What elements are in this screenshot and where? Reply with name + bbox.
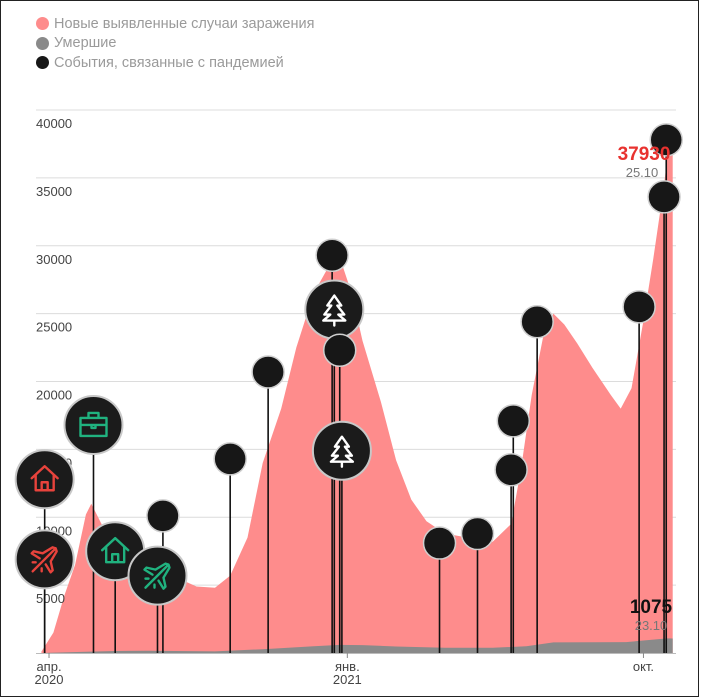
event-marker-2 bbox=[63, 394, 124, 455]
y-tick-label-25000: 25000 bbox=[36, 320, 72, 335]
x-axis: апр.2020 янв.2021 окт. bbox=[35, 653, 676, 687]
x-tick-sublabel-1: 2021 bbox=[333, 672, 362, 687]
event-marker-7 bbox=[251, 355, 285, 389]
deaths-area bbox=[41, 638, 673, 653]
event-marker-4 bbox=[127, 545, 188, 606]
series-areas bbox=[41, 138, 673, 654]
cases-swatch-icon bbox=[36, 17, 49, 31]
event-dot bbox=[622, 290, 656, 324]
event-dot bbox=[460, 516, 495, 551]
event-dot bbox=[647, 180, 681, 214]
event-marker-12 bbox=[422, 526, 457, 560]
peak-cases-value: 37930 bbox=[618, 144, 671, 165]
y-tick-label-40000: 40000 bbox=[36, 116, 72, 131]
cases-area bbox=[41, 138, 673, 654]
event-marker-17 bbox=[622, 290, 656, 324]
event-dot bbox=[422, 526, 457, 560]
event-dot bbox=[146, 499, 180, 533]
event-marker-0 bbox=[14, 449, 75, 510]
y-tick-label-5000: 5000 bbox=[36, 591, 65, 606]
x-tick-label-1: янв. bbox=[335, 659, 360, 674]
legend-item-events[interactable]: События, связанные с пандемией bbox=[36, 53, 314, 73]
event-marker-15 bbox=[496, 404, 531, 438]
event-marker-16 bbox=[520, 305, 554, 339]
x-tick-label-0: апр. bbox=[36, 659, 61, 674]
event-marker-19 bbox=[649, 123, 683, 157]
event-marker-6 bbox=[213, 442, 247, 476]
peak-deaths-date: 23.10 bbox=[635, 618, 668, 633]
legend-item-deaths[interactable]: Умершие bbox=[36, 34, 314, 54]
legend: Новые выявленные случаи заражения Умерши… bbox=[36, 14, 314, 73]
event-marker-10 bbox=[322, 333, 357, 368]
legend-item-cases[interactable]: Новые выявленные случаи заражения bbox=[36, 14, 314, 34]
event-dot bbox=[494, 452, 528, 487]
legend-label-cases: Новые выявленные случаи заражения bbox=[54, 15, 315, 32]
home-icon bbox=[100, 536, 130, 564]
x-tick-sublabel-0: 2020 bbox=[35, 672, 64, 687]
event-dot bbox=[649, 123, 683, 157]
event-dot bbox=[315, 238, 349, 273]
event-marker-1 bbox=[14, 529, 75, 590]
peak-annotations: 37930 25.10 1075 23.10 bbox=[618, 144, 673, 633]
event-marker-9 bbox=[304, 279, 365, 340]
event-dot bbox=[520, 305, 554, 339]
event-markers bbox=[14, 123, 683, 606]
legend-label-events: События, связанные с пандемией bbox=[54, 54, 284, 71]
event-marker-18 bbox=[647, 180, 681, 214]
tree-icon bbox=[322, 294, 347, 327]
y-tick-label-20000: 20000 bbox=[36, 388, 72, 403]
event-marker-circle bbox=[311, 420, 372, 481]
peak-cases-date: 25.10 bbox=[626, 165, 659, 180]
event-marker-11 bbox=[311, 420, 372, 481]
event-dot bbox=[322, 333, 357, 368]
plane-icon bbox=[30, 546, 58, 574]
y-tick-label-35000: 35000 bbox=[36, 184, 72, 199]
home-icon bbox=[30, 465, 59, 492]
event-marker-circle bbox=[304, 279, 365, 340]
event-marker-circle bbox=[14, 449, 75, 510]
event-marker-8 bbox=[315, 238, 349, 273]
legend-label-deaths: Умершие bbox=[54, 35, 117, 52]
events-swatch-icon bbox=[36, 56, 49, 70]
event-marker-5 bbox=[146, 499, 180, 533]
tree-icon bbox=[329, 435, 355, 468]
plane-icon bbox=[143, 562, 171, 590]
event-dot bbox=[251, 355, 285, 389]
peak-deaths-value: 1075 bbox=[630, 597, 673, 618]
event-marker-13 bbox=[460, 516, 495, 551]
briefcase-icon bbox=[79, 411, 108, 438]
deaths-swatch-icon bbox=[36, 36, 49, 50]
event-marker-14 bbox=[494, 452, 528, 487]
event-dot bbox=[496, 404, 531, 438]
y-tick-label-30000: 30000 bbox=[36, 252, 72, 267]
x-tick-label-2: окт. bbox=[633, 659, 654, 674]
event-dot bbox=[213, 442, 247, 476]
